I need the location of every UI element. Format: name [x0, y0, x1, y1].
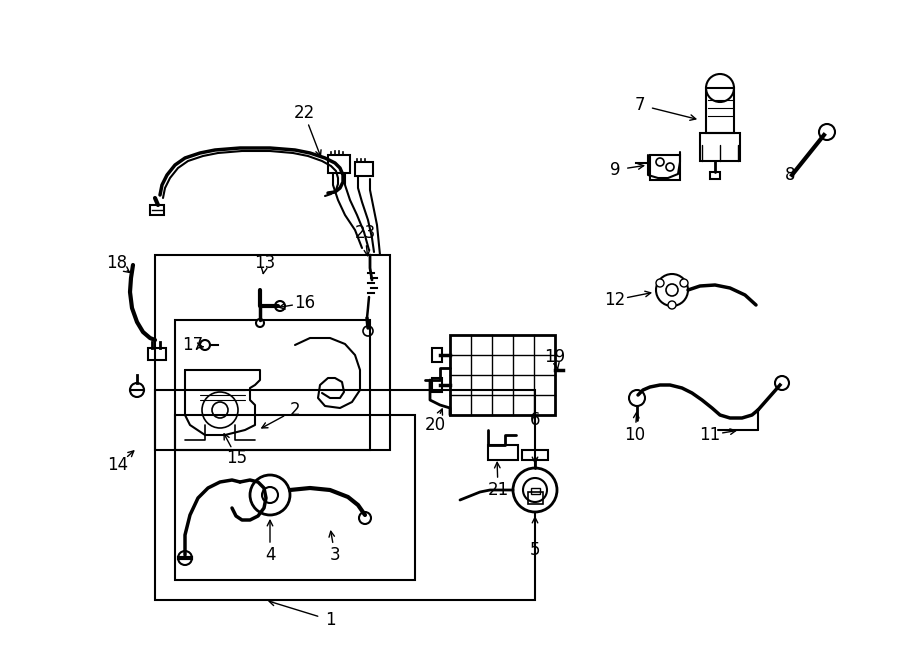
- Bar: [522, 450, 548, 460]
- Circle shape: [775, 376, 789, 390]
- Bar: [175, 320, 370, 450]
- Circle shape: [819, 124, 835, 140]
- Circle shape: [706, 74, 734, 102]
- Circle shape: [523, 478, 547, 502]
- Circle shape: [250, 475, 290, 515]
- Bar: [155, 390, 535, 600]
- Text: 23: 23: [355, 224, 375, 242]
- Text: 17: 17: [183, 336, 203, 354]
- Circle shape: [178, 551, 192, 565]
- Text: 14: 14: [107, 456, 129, 474]
- Text: 1: 1: [325, 611, 336, 629]
- Circle shape: [513, 468, 557, 512]
- Circle shape: [680, 279, 688, 287]
- Circle shape: [363, 326, 373, 336]
- Bar: [432, 378, 442, 392]
- Circle shape: [666, 163, 674, 171]
- Text: 16: 16: [294, 294, 316, 312]
- Circle shape: [656, 274, 688, 306]
- Bar: [150, 205, 164, 215]
- Text: 15: 15: [227, 449, 248, 467]
- Bar: [531, 488, 540, 494]
- Text: 8: 8: [785, 166, 796, 184]
- Circle shape: [256, 319, 264, 327]
- Text: 12: 12: [605, 291, 626, 309]
- Circle shape: [656, 158, 664, 166]
- Bar: [700, 133, 740, 161]
- Circle shape: [212, 402, 228, 418]
- Text: 3: 3: [329, 546, 340, 564]
- Text: 13: 13: [255, 254, 275, 272]
- Bar: [148, 348, 166, 360]
- Circle shape: [359, 512, 371, 524]
- Bar: [432, 348, 442, 362]
- Circle shape: [629, 390, 645, 406]
- Bar: [450, 335, 555, 415]
- Circle shape: [666, 284, 678, 296]
- Circle shape: [656, 279, 664, 287]
- Circle shape: [202, 392, 238, 428]
- Text: 21: 21: [488, 481, 508, 499]
- Circle shape: [130, 383, 144, 397]
- Text: 19: 19: [544, 348, 565, 366]
- Text: 11: 11: [699, 426, 721, 444]
- Bar: [155, 255, 390, 450]
- Bar: [650, 155, 680, 180]
- Text: 18: 18: [106, 254, 128, 272]
- Bar: [710, 172, 720, 179]
- Bar: [175, 415, 415, 580]
- Text: 5: 5: [530, 541, 540, 559]
- Text: 9: 9: [610, 161, 620, 179]
- Bar: [528, 492, 543, 504]
- Bar: [706, 88, 734, 133]
- Bar: [488, 445, 518, 460]
- Text: 7: 7: [634, 96, 645, 114]
- Circle shape: [668, 301, 676, 309]
- Circle shape: [262, 487, 278, 503]
- Text: 4: 4: [265, 546, 275, 564]
- Circle shape: [275, 301, 285, 311]
- Text: 20: 20: [425, 416, 446, 434]
- Text: 2: 2: [290, 401, 301, 419]
- Text: 10: 10: [625, 426, 645, 444]
- Bar: [328, 155, 350, 173]
- Text: 6: 6: [530, 411, 540, 429]
- Text: 22: 22: [293, 104, 315, 122]
- Circle shape: [200, 340, 210, 350]
- Bar: [355, 162, 373, 176]
